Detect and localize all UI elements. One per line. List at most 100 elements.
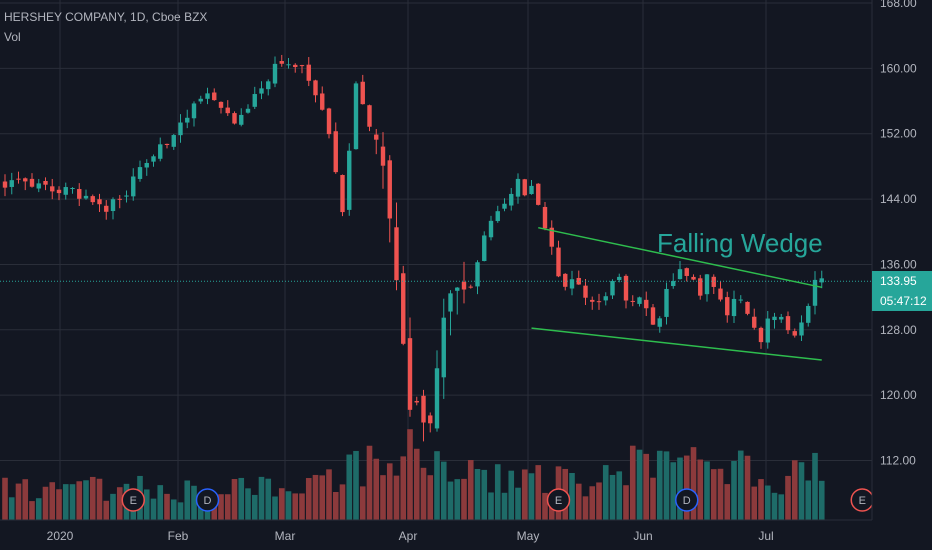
volume-bar — [778, 494, 785, 520]
volume-bar — [454, 479, 461, 520]
candle-body — [198, 98, 203, 102]
candle-body — [36, 183, 41, 189]
volume-bar — [582, 496, 589, 520]
volume-bar — [319, 475, 326, 520]
candle-body — [340, 174, 345, 213]
candle-body — [43, 180, 48, 185]
price-tick-label: 128.00 — [880, 323, 917, 337]
wedge-upper-line — [538, 226, 822, 289]
volume-bar — [758, 479, 764, 520]
candle-body — [259, 88, 264, 94]
volume-bar — [353, 450, 359, 520]
volume-bar — [231, 479, 238, 520]
last-price-tag: 133.95 — [872, 271, 932, 291]
time-axis-panel — [0, 520, 932, 550]
falling-wedge-lines — [531, 226, 822, 361]
volume-bar — [400, 456, 407, 520]
falling-wedge-label[interactable]: Falling Wedge — [657, 228, 823, 258]
candle-body — [83, 195, 89, 199]
price-tick-label: 144.00 — [880, 192, 917, 206]
candle-body — [124, 195, 129, 197]
time-axis-label: Feb — [168, 529, 189, 543]
volume-bar — [751, 486, 758, 520]
candle-body — [23, 178, 28, 182]
volume-bar — [528, 473, 535, 520]
candle-body — [819, 278, 824, 283]
candle-body — [394, 227, 399, 281]
volume-bar — [737, 450, 744, 520]
candle-body — [347, 150, 352, 210]
volume-bar — [407, 429, 413, 520]
candle-body — [326, 108, 332, 135]
volume-bar — [650, 477, 656, 520]
volume-bar — [744, 455, 751, 520]
volume-bar — [116, 487, 123, 520]
candle-body — [576, 277, 581, 285]
earnings-event-marker[interactable]: E — [121, 488, 145, 512]
volume-bar — [494, 464, 501, 520]
wedge-lower-line — [531, 327, 822, 361]
candle-body — [603, 296, 608, 301]
volume-bar — [488, 492, 494, 520]
candle-body — [63, 187, 68, 195]
candle-body — [596, 301, 602, 303]
volume-bar — [143, 489, 150, 520]
volume-bar — [616, 471, 623, 520]
candle-body — [522, 179, 527, 196]
candle-body — [765, 318, 770, 343]
volume-bar — [440, 461, 447, 520]
candle-body — [333, 131, 338, 173]
volume-bar — [157, 485, 164, 520]
volume-bar — [380, 475, 386, 520]
volume-bar — [589, 486, 596, 520]
candle-body — [617, 276, 622, 280]
volume-bar — [515, 487, 521, 520]
candlestick-series — [2, 54, 824, 442]
candle-body — [306, 64, 311, 81]
candle-body — [414, 400, 419, 403]
candle-body — [434, 368, 440, 429]
candle-body — [691, 276, 696, 280]
candle-body — [218, 101, 224, 108]
time-axis-label: Apr — [399, 529, 418, 543]
volume-bar — [110, 493, 116, 520]
earnings-event-marker[interactable]: E — [850, 488, 874, 512]
earnings-event-marker[interactable]: E — [546, 488, 571, 512]
volume-bar — [170, 499, 177, 520]
candle-body — [718, 288, 723, 300]
event-circle — [675, 488, 699, 512]
volume-bar — [393, 475, 400, 520]
volume-bar — [629, 445, 636, 520]
candle-body — [299, 65, 305, 67]
time-axis-label: May — [517, 529, 540, 543]
volume-bar — [278, 488, 285, 520]
candle-body — [549, 227, 554, 247]
candle-body — [650, 307, 656, 325]
candle-body — [725, 297, 730, 316]
candle-body — [205, 93, 210, 99]
volume-bar — [191, 485, 197, 520]
price-tick-label: 112.00 — [880, 454, 916, 468]
candle-body — [583, 285, 588, 298]
candle-body — [772, 316, 777, 321]
candle-body — [272, 63, 278, 84]
dividend-event-marker[interactable]: D — [675, 488, 699, 512]
volume-bar — [373, 458, 380, 520]
volume-bar — [434, 451, 440, 520]
volume-bar — [805, 480, 812, 520]
dividend-event-marker[interactable]: D — [195, 488, 220, 512]
volume-bar — [177, 502, 184, 520]
volume-bar — [683, 455, 690, 520]
volume-bar — [366, 445, 373, 520]
candle-body — [590, 299, 595, 302]
candle-body — [779, 316, 784, 320]
candle-body — [29, 178, 35, 187]
candle-body — [536, 183, 541, 205]
candle-body — [151, 156, 156, 162]
volume-bar — [427, 475, 434, 520]
candle-body — [509, 193, 514, 206]
candle-body — [97, 199, 102, 205]
candle-body — [313, 80, 318, 96]
candle-body — [131, 176, 136, 197]
